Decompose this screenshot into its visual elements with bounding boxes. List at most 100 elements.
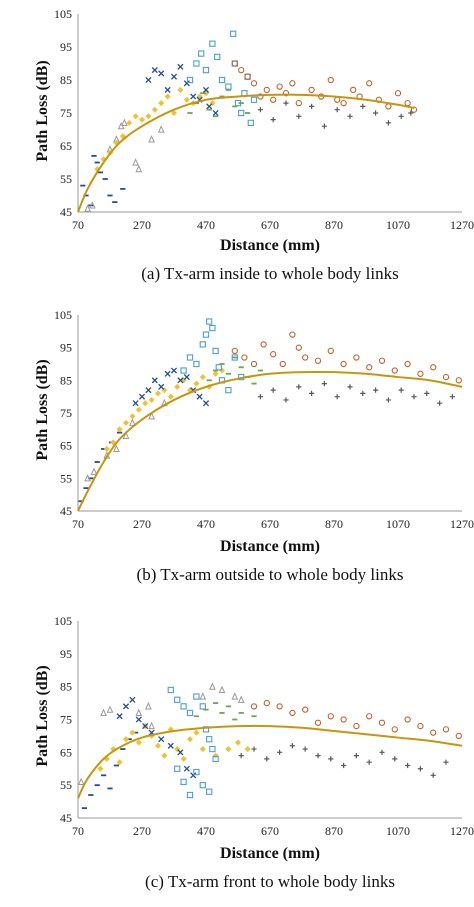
x-marker [132, 400, 139, 407]
y-tick-labels: 45 55 65 75 85 95 105 [54, 308, 72, 518]
circle-marker [231, 60, 238, 67]
x-axis-title: Distance (mm) [220, 237, 320, 254]
circle-marker [417, 370, 424, 377]
circle-marker [231, 347, 238, 355]
x-tick-label: 870 [325, 517, 343, 531]
x-axis-title: Distance (mm) [220, 538, 320, 555]
triangle-marker [84, 474, 91, 482]
plus-marker [309, 390, 315, 396]
circle-marker [327, 347, 334, 355]
x-marker [142, 723, 149, 730]
circle-marker [350, 86, 357, 94]
x-marker [183, 80, 190, 87]
trend-curve [77, 370, 463, 512]
diamond-marker [158, 100, 165, 107]
plus-marker [277, 749, 283, 755]
plus-marker [392, 756, 398, 762]
circle-marker [353, 354, 360, 361]
circle-marker [279, 360, 286, 368]
x-tick-label: 1270 [450, 218, 474, 232]
y-tick-label: 85 [60, 73, 72, 87]
circle-marker [430, 729, 437, 736]
plus-marker [334, 394, 340, 400]
circle-marker [263, 699, 270, 707]
panel-caption: (b) Tx-arm outside to whole body links [137, 565, 404, 584]
plus-marker [417, 766, 423, 772]
diamond-marker [129, 413, 136, 420]
square-marker [193, 768, 200, 776]
diamond-marker [212, 370, 219, 377]
chart-panel-b: Path Loss (dB) 45 55 65 75 85 95 105 70 … [34, 308, 474, 584]
square-marker [174, 765, 181, 772]
y-tick-label: 85 [60, 373, 72, 387]
square-marker [180, 778, 187, 786]
triangle-marker [100, 708, 107, 717]
plus-marker [296, 384, 302, 390]
plus-marker [270, 387, 276, 393]
circle-marker [270, 351, 277, 358]
square-marker [206, 318, 213, 325]
plus-marker [360, 390, 366, 396]
plus-marker [238, 753, 244, 759]
x-tick-label: 1270 [450, 824, 474, 838]
square-marker [225, 83, 232, 90]
x-marker [158, 736, 165, 743]
diamond-marker [193, 729, 200, 736]
square-marker [230, 30, 237, 37]
triangle-marker [113, 444, 120, 453]
x-tick-label: 1070 [386, 517, 410, 531]
diamond-marker [161, 752, 168, 759]
circle-marker [378, 719, 386, 726]
x-tick-label: 1270 [450, 517, 474, 531]
square-marker [174, 696, 181, 703]
diamond-marker [183, 96, 190, 103]
square-marker [212, 347, 219, 355]
circle-marker [394, 90, 402, 97]
square-marker [214, 53, 221, 61]
circle-marker [391, 367, 398, 374]
data-markers [77, 682, 462, 810]
x-marker [145, 387, 152, 394]
diamond-marker [167, 393, 174, 400]
plus-marker [296, 113, 302, 119]
square-marker [186, 76, 194, 84]
x-tick-labels: 70 270 470 670 870 1070 1270 [72, 517, 474, 531]
y-tick-label: 45 [60, 504, 72, 518]
square-marker [209, 324, 216, 332]
y-tick-label: 55 [60, 778, 72, 792]
diamond-marker [244, 746, 251, 753]
diamond-marker [199, 374, 206, 381]
x-marker [170, 367, 178, 374]
plus-marker [373, 387, 379, 393]
circle-marker [327, 76, 334, 84]
y-tick-label: 75 [60, 406, 72, 420]
chart-panel-a: Path Loss (dB) 45 55 65 75 85 95 105 70 … [34, 7, 474, 283]
square-marker [186, 354, 194, 361]
square-marker [215, 364, 222, 371]
y-tick-labels: 45 55 65 75 85 95 105 [54, 614, 72, 825]
y-axis-title: Path Loss (dB) [34, 665, 51, 766]
diamond-marker [126, 119, 133, 126]
plus-marker [424, 390, 430, 396]
circle-marker [378, 357, 386, 364]
circle-marker [238, 66, 245, 74]
x-marker [177, 749, 184, 756]
circle-marker [442, 373, 450, 381]
triangle-marker [157, 125, 165, 133]
triangle-marker [199, 692, 207, 700]
circle-marker [404, 360, 411, 368]
x-tick-label: 870 [325, 824, 343, 838]
plus-marker [360, 103, 366, 109]
square-marker [180, 703, 187, 710]
circle-marker [257, 93, 264, 100]
plus-marker [398, 387, 404, 393]
x-tick-label: 670 [261, 517, 279, 531]
diamond-marker [193, 380, 200, 387]
x-marker [135, 716, 142, 723]
circle-marker [417, 722, 424, 730]
x-tick-label: 70 [72, 824, 84, 838]
diamond-marker [122, 419, 130, 426]
plus-marker [353, 753, 359, 759]
plus-marker [398, 113, 404, 119]
diamond-marker [174, 746, 181, 753]
